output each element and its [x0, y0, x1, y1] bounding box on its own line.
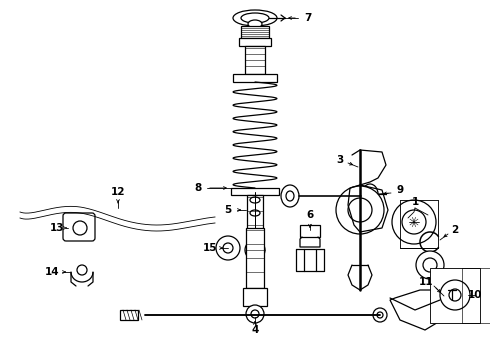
Bar: [239, 38, 271, 46]
Text: 9: 9: [396, 185, 404, 195]
Ellipse shape: [246, 305, 264, 323]
Circle shape: [392, 200, 436, 244]
Ellipse shape: [233, 10, 277, 26]
Ellipse shape: [367, 189, 373, 198]
Circle shape: [423, 258, 437, 272]
Circle shape: [448, 306, 456, 314]
Bar: [430, 268, 480, 323]
Text: 15: 15: [203, 243, 217, 253]
Text: 14: 14: [45, 267, 59, 277]
Bar: [233, 74, 277, 82]
Bar: [462, 268, 490, 323]
Ellipse shape: [373, 308, 387, 322]
Text: 8: 8: [195, 183, 201, 193]
Bar: [241, 26, 269, 38]
Bar: [245, 46, 265, 74]
Text: 6: 6: [306, 210, 314, 220]
Ellipse shape: [245, 240, 265, 260]
Ellipse shape: [248, 20, 262, 28]
Bar: [246, 228, 264, 288]
Circle shape: [348, 198, 372, 222]
Text: 3: 3: [336, 155, 343, 165]
Circle shape: [73, 221, 87, 235]
Polygon shape: [390, 290, 460, 330]
Text: 1: 1: [412, 197, 418, 207]
Text: 2: 2: [451, 225, 459, 235]
Text: 7: 7: [304, 13, 312, 23]
Ellipse shape: [281, 185, 299, 207]
Ellipse shape: [241, 13, 269, 23]
Circle shape: [223, 243, 233, 253]
Circle shape: [336, 186, 384, 234]
Circle shape: [77, 265, 87, 275]
Bar: [247, 195, 263, 245]
Bar: [243, 288, 267, 306]
FancyBboxPatch shape: [63, 213, 95, 241]
Text: 4: 4: [251, 325, 259, 335]
Ellipse shape: [250, 210, 260, 216]
Bar: [120, 310, 138, 320]
Text: 11: 11: [419, 277, 433, 287]
Bar: [231, 188, 279, 195]
Text: 10: 10: [468, 290, 482, 300]
Text: 12: 12: [111, 187, 125, 197]
Circle shape: [416, 251, 444, 279]
Circle shape: [440, 280, 470, 310]
Ellipse shape: [250, 197, 260, 203]
Circle shape: [402, 210, 426, 234]
Ellipse shape: [250, 245, 260, 255]
Circle shape: [449, 289, 461, 301]
Ellipse shape: [362, 184, 378, 204]
Text: 13: 13: [50, 223, 64, 233]
Bar: [300, 225, 320, 237]
Text: 5: 5: [224, 205, 232, 215]
Ellipse shape: [251, 310, 259, 318]
Ellipse shape: [286, 191, 294, 201]
Circle shape: [442, 300, 462, 320]
Circle shape: [216, 236, 240, 260]
Ellipse shape: [377, 312, 383, 318]
